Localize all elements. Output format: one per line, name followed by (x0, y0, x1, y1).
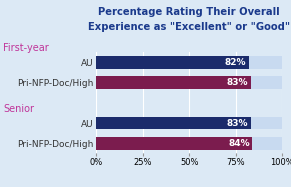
Bar (96, 56, 282, 69)
Text: 82%: 82% (224, 58, 246, 67)
Text: 84%: 84% (228, 139, 250, 148)
Bar (96, 76, 251, 89)
Bar (96, 137, 282, 149)
Text: 83%: 83% (226, 119, 248, 128)
Bar (96, 76, 282, 89)
Bar (96, 137, 253, 149)
Text: 83%: 83% (226, 78, 248, 87)
Text: Senior: Senior (3, 104, 34, 114)
Bar (96, 117, 251, 129)
Bar (96, 56, 249, 69)
Bar (96, 117, 282, 129)
Text: Experience as "Excellent" or "Good": Experience as "Excellent" or "Good" (88, 22, 290, 32)
Text: Percentage Rating Their Overall: Percentage Rating Their Overall (98, 7, 280, 17)
Text: First-year: First-year (3, 43, 49, 53)
